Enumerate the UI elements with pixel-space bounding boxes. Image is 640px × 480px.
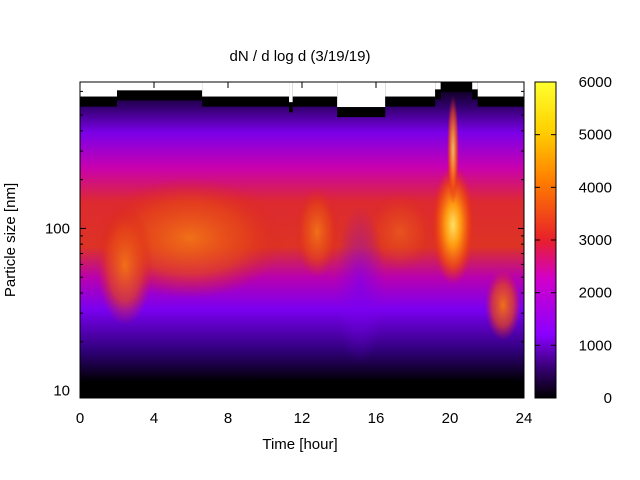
colorbar-tick-label: 5000: [579, 127, 612, 144]
x-tick-label: 16: [368, 410, 385, 427]
x-tick-label: 24: [516, 410, 533, 427]
no-data-region: [117, 82, 203, 91]
x-axis: 0 4 8 12 16 20 24: [76, 82, 533, 427]
y-axis: 10 100: [45, 81, 524, 400]
upper-size-limit: [80, 82, 524, 118]
x-tick-label: 12: [294, 410, 311, 427]
colorbar-tick-label: 0: [604, 390, 612, 407]
no-data-region: [472, 82, 478, 90]
heatmap-blob-dawn: [97, 205, 153, 325]
x-tick-label: 0: [76, 410, 84, 427]
upper-edge-band: [385, 96, 436, 107]
upper-edge-band: [292, 96, 338, 107]
y-axis-label: Particle size [nm]: [2, 183, 19, 297]
colorbar-tick-label: 4000: [579, 179, 612, 196]
no-data-region: [477, 82, 524, 97]
no-data-region: [80, 82, 117, 97]
upper-edge-band: [337, 107, 386, 118]
x-tick-label: 8: [224, 410, 232, 427]
chart-title: dN / d log d (3/19/19): [230, 48, 371, 65]
y-tick-label: 10: [53, 383, 70, 400]
upper-edge-band: [289, 102, 293, 113]
heatmap-blob-noon: [295, 187, 339, 277]
colorbar-tick-label: 6000: [579, 74, 612, 91]
no-data-region: [202, 82, 290, 97]
heatmap-blob-peak: [431, 165, 475, 285]
upper-edge-band: [440, 82, 473, 92]
no-data-region: [435, 82, 441, 90]
x-tick-label: 20: [442, 410, 459, 427]
heatmap-area: [80, 82, 524, 398]
heatmap-blob-peak-plume: [447, 95, 459, 205]
x-tick-label: 4: [150, 410, 158, 427]
y-tick-label: 100: [45, 220, 70, 237]
no-data-region: [289, 82, 293, 103]
colorbar-axis: 0 1000 2000 3000 4000 5000 6000: [535, 74, 612, 407]
heatmap-blob-late: [485, 270, 521, 340]
no-data-region: [337, 82, 386, 108]
heatmap-blob-dip: [335, 205, 385, 365]
colorbar-tick-label: 2000: [579, 285, 612, 302]
upper-edge-band: [117, 90, 203, 101]
no-data-region: [385, 82, 436, 97]
upper-edge-band: [202, 96, 290, 107]
upper-edge-band: [472, 89, 478, 100]
colorbar-tick-label: 3000: [579, 232, 612, 249]
colorbar-tick-label: 1000: [579, 337, 612, 354]
upper-edge-band: [477, 96, 524, 107]
no-data-region: [292, 82, 338, 97]
upper-edge-band: [80, 96, 117, 107]
x-axis-label: Time [hour]: [262, 436, 337, 453]
upper-edge-band: [435, 89, 441, 100]
